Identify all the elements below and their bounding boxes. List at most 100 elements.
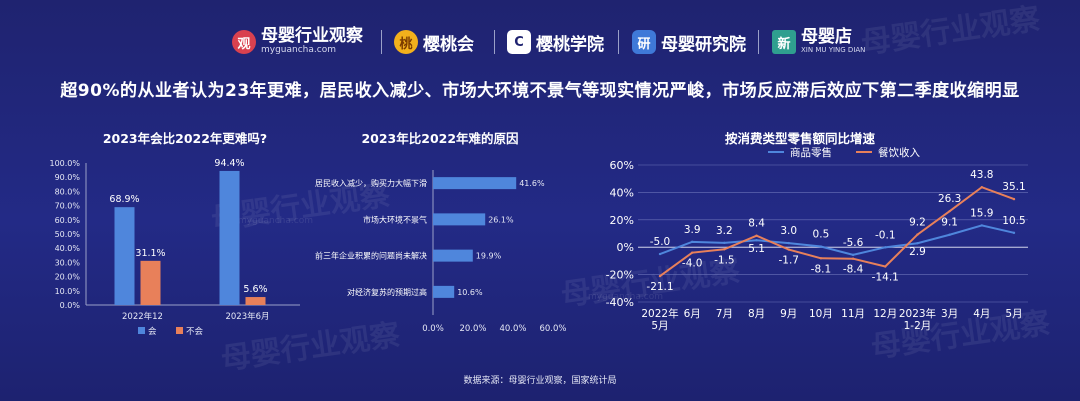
chart1-bar (114, 207, 135, 305)
chart3-x-tick-label: 10月 (809, 308, 833, 320)
chart3-point (948, 233, 951, 236)
chart3-data-label: -8.1 (811, 263, 832, 275)
research-logo-icon: 研 (632, 30, 656, 54)
chart3-point (755, 234, 758, 237)
chart3-data-label: 10.5 (1002, 215, 1025, 227)
chart2-bar (433, 285, 455, 298)
logo-myguancha-text: 母婴行业观察 myguancha.com (261, 28, 363, 56)
chart1-legend-label: 会 (148, 326, 157, 337)
logo-divider (494, 30, 495, 54)
chart1-y-tick-label: 60.0% (55, 216, 81, 225)
chart1-data-label: 68.9% (109, 194, 139, 205)
chart1-y-tick-label: 40.0% (55, 244, 81, 253)
chart3-point (658, 252, 662, 256)
chart3-data-label: 43.8 (970, 169, 993, 181)
chart3-y-tick-label: 20% (610, 214, 634, 227)
chart2-data-label: 10.6% (457, 288, 483, 297)
chart1-y-tick-label: 0.0% (60, 301, 81, 310)
chart2-data-label: 19.9% (476, 252, 502, 261)
xinmuying-logo-icon: 新 (772, 30, 796, 54)
chart2-bar (433, 177, 517, 190)
chart2-data-label: 26.1% (488, 215, 514, 224)
chart3-x-tick-label: 2023年 (899, 307, 936, 320)
logo-xinmuyingdian-text: 母婴店 XIN MU YING DIAN (801, 27, 865, 55)
chart1-y-tick-label: 70.0% (55, 202, 81, 211)
chart3-point (658, 274, 662, 278)
chart3-data-label: 0.5 (813, 229, 830, 241)
logo-xinmuyingdian: 新 母婴店 XIN MU YING DIAN (772, 27, 865, 57)
chart3-x-tick-label: 8月 (748, 308, 765, 320)
chart3-point (723, 248, 726, 251)
chart3-point (851, 257, 855, 260)
chart3-x-tick-label: 7月 (716, 308, 733, 320)
chart3-x-tick-label: 3月 (941, 308, 958, 320)
chart1-y-tick-label: 30.0% (55, 258, 81, 267)
chart3-title: 按消费类型零售额同比增速 (724, 131, 875, 146)
chart3-series-line (659, 224, 1015, 256)
chart3-x-tick-label: 5月 (651, 320, 668, 332)
logo-divider (381, 30, 382, 54)
chart2-horizontal-bar: 0.0% 20.0% 40.0% 60.0% 居民收入减少，购买力大幅下滑 41.6% 市场… (315, 170, 567, 334)
myguancha-logo-icon: 观 (232, 30, 256, 54)
chart3-y-tick-label: 0% (617, 241, 634, 254)
chart1-y-tick-label: 20.0% (55, 273, 81, 282)
chart2-category-label: 前三年企业积累的问题尚未解决 (315, 251, 427, 261)
chart3-x-tick-label: 12月 (873, 308, 897, 320)
chart3-data-label: 35.1 (1002, 181, 1025, 193)
chart3-series-line (659, 186, 1015, 277)
chart1-data-label: 31.1% (135, 248, 165, 259)
chart3-x-tick-label: 2022年 (641, 307, 678, 320)
logo-research-institute-name: 母婴研究院 (661, 34, 746, 55)
chart2-x-tick-label: 60.0% (539, 324, 566, 334)
chart2-x-tick-label: 40.0% (499, 324, 526, 334)
chart3-y-tick-label: -40% (606, 296, 634, 309)
chart3-data-label: 5.1 (748, 243, 765, 255)
chart3-data-label: -5.0 (650, 236, 671, 248)
chart3-point (980, 224, 984, 227)
chart3-x-tick-label: 1-2月 (904, 320, 932, 332)
chart1-data-label: 94.4% (214, 158, 244, 169)
logo-research-institute: 研 母婴研究院 (632, 27, 746, 57)
academy-logo-icon: C (507, 30, 531, 54)
chart3-point (819, 245, 823, 248)
chart3-data-label: -8.4 (843, 264, 864, 276)
chart3-point (787, 248, 790, 251)
chart1-y-tick-label: 10.0% (55, 287, 81, 296)
chart3-data-label: -5.6 (843, 237, 864, 249)
chart1-y-tick-label: 100.0% (49, 159, 80, 168)
chart2-x-tick-label: 20.0% (459, 324, 486, 334)
chart3-data-label: 2.9 (909, 246, 926, 258)
chart3-data-label: 3.0 (780, 225, 797, 237)
chart2-title: 2023年比2022年难的原因 (361, 131, 519, 146)
chart3-point (690, 240, 694, 244)
chart1-bar (219, 170, 240, 305)
chart3-point (851, 253, 855, 257)
logo-yingtao-academy: C 樱桃学院 (507, 27, 604, 57)
chart2-bar (433, 249, 473, 262)
chart3-y-tick-label: 60% (610, 159, 634, 172)
chart2-bar (433, 213, 486, 226)
chart1-y-tick-label: 80.0% (55, 187, 81, 196)
chart3-data-label: 8.4 (748, 218, 765, 230)
logo-divider (618, 30, 619, 54)
chart3-data-label: 15.9 (970, 207, 993, 219)
chart3-data-label: 3.2 (716, 225, 733, 237)
chart3-point (787, 241, 790, 245)
chart2-x-tick-label: 0.0% (422, 324, 444, 334)
source-note: 数据来源：母婴行业观察，国家统计局 (463, 376, 617, 386)
chart2-data-label: 41.6% (519, 179, 545, 188)
headline: 超90%的从业者认为23年更难，居民收入减少、市场大环境不景气等现实情况严峻，市… (60, 81, 1020, 101)
chart3-data-label: 26.3 (938, 193, 961, 205)
chart3-x-tick-label: 6月 (684, 308, 701, 320)
chart3-x-tick-label: 11月 (841, 308, 865, 320)
chart3-data-label: 9.1 (941, 217, 958, 229)
chart3-point (884, 246, 887, 249)
chart1-legend-swatch (176, 327, 183, 334)
chart3-x-tick-label: 5月 (1005, 308, 1022, 320)
chart1-bar (140, 260, 161, 305)
chart3-legend-label: 商品零售 (790, 146, 832, 159)
logo-xinmuyingdian-name: 母婴店 (801, 27, 852, 48)
chart1-x-tick-label: 2022年12 (122, 311, 163, 322)
chart2-category-label: 居民收入减少，购买力大幅下滑 (315, 178, 427, 188)
